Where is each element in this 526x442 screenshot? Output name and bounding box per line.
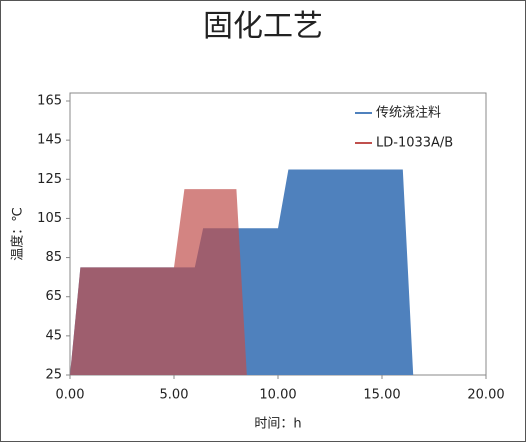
chart-title: 固化工艺 (203, 9, 323, 44)
y-tick-label: 45 (45, 328, 62, 343)
legend-label: LD-1033A/B (376, 136, 453, 151)
x-tick-label: 20.00 (467, 388, 504, 403)
x-axis-title: 时间：h (254, 417, 301, 432)
y-tick-label: 65 (45, 289, 62, 304)
area (70, 189, 247, 375)
x-tick-label: 15.00 (363, 388, 400, 403)
x-tick-label: 0.00 (56, 388, 85, 403)
y-tick-label: 25 (45, 368, 62, 383)
y-axis-title: 温度：℃ (10, 207, 26, 261)
y-tick-label: 85 (45, 250, 62, 265)
y-tick-label: 165 (37, 94, 62, 109)
x-tick-label: 10.00 (259, 388, 296, 403)
legend-label: 传统浇注料 (376, 106, 441, 121)
y-tick-label: 125 (37, 172, 62, 187)
y-tick-label: 145 (37, 133, 62, 148)
x-tick-label: 5.00 (160, 388, 189, 403)
y-tick-label: 105 (37, 211, 62, 226)
